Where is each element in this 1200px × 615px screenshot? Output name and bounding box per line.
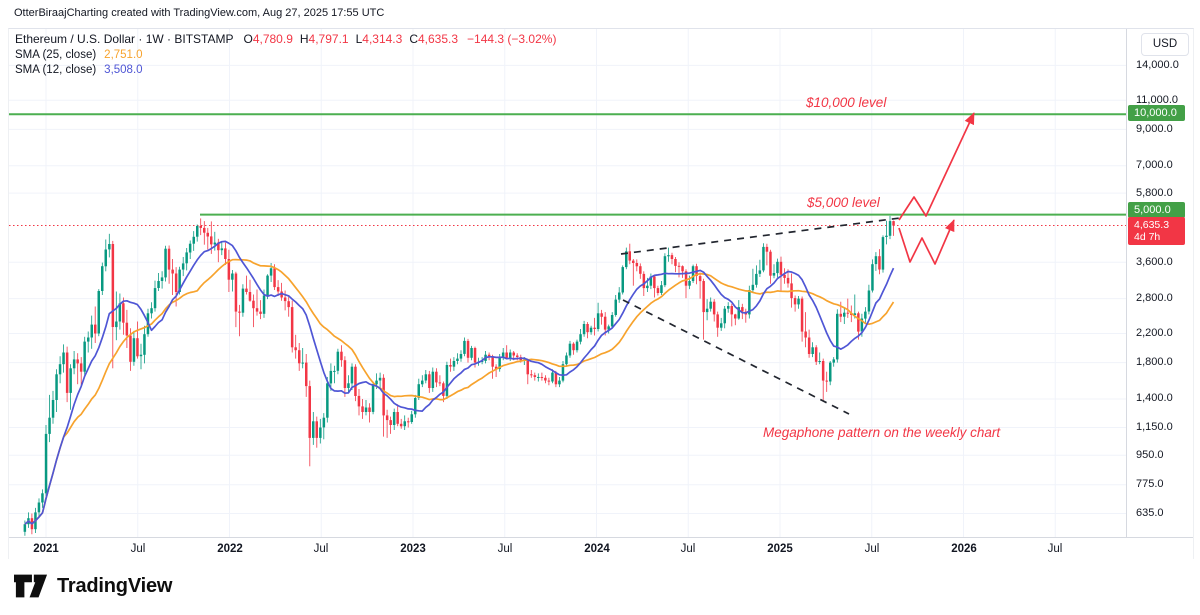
indicator-legend-sma25[interactable]: SMA (25, close) 2,751.0	[15, 48, 143, 61]
price-tick-label: 1,150.0	[1136, 421, 1173, 433]
time-tick-label: Jul	[680, 543, 696, 555]
sma25-value: 2,751.0	[104, 48, 143, 61]
price-tick-label: 775.0	[1136, 478, 1164, 490]
label-10000-level[interactable]: $10,000 level	[805, 95, 887, 110]
chart-legend: Ethereum / U.S. Dollar · 1W · BITSTAMP O…	[15, 31, 556, 77]
time-tick-label: Jul	[1047, 543, 1063, 555]
time-tick-label: 2026	[951, 543, 977, 555]
price-tick-label: 635.0	[1136, 507, 1164, 519]
time-axis[interactable]: 2021 Jul 2022 Jul 2023 Jul 2024 Jul 2025 Jul 2026 J…	[9, 537, 1193, 561]
time-tick-label: Jul	[497, 543, 513, 555]
price-tick-label: 2,200.0	[1136, 327, 1173, 339]
currency-toggle-button[interactable]: USD	[1141, 33, 1189, 56]
time-tick-label: 2021	[33, 543, 59, 555]
price-tick-label: 11,000.0	[1136, 94, 1179, 106]
countdown-timer: 4d 7h	[1134, 231, 1161, 243]
sma12-value: 3,508.0	[104, 63, 143, 76]
time-tick-label: 2022	[217, 543, 243, 555]
price-tick-label: 5,800.0	[1136, 187, 1173, 199]
sma-12-line[interactable]	[24, 240, 895, 525]
price-tick-label: 950.0	[1136, 449, 1164, 461]
time-tick-label: Jul	[130, 543, 146, 555]
ohlc-low: L4,314.3	[355, 32, 403, 46]
price-badge-46353: 4,635.3 4d 7h	[1128, 217, 1185, 245]
price-badge-100000: 10,000.0	[1128, 105, 1185, 121]
price-tick-label: 9,000.0	[1136, 123, 1173, 135]
chart-pane[interactable]: $10,000 level $5,000 level Megaphone patte…	[9, 29, 1126, 537]
change-value: −144.3 (−3.02%)	[467, 32, 557, 46]
price-tick-label: 14,000.0	[1136, 59, 1179, 71]
footer-bar: TradingView	[0, 559, 1200, 615]
time-tick-label: 2025	[767, 543, 793, 555]
chart-widget: Ethereum / U.S. Dollar · 1W · BITSTAMP O…	[8, 28, 1194, 561]
price-tick-label: 7,000.0	[1136, 159, 1173, 171]
price-tick-label: 2,800.0	[1136, 292, 1173, 304]
symbol-title: Ethereum / U.S. Dollar · 1W · BITSTAMP	[15, 32, 234, 46]
price-badge-50000: 5,000.0	[1128, 202, 1185, 218]
label-5000-level[interactable]: $5,000 level	[806, 195, 881, 210]
tradingview-logo[interactable]: TradingView	[14, 573, 172, 599]
indicator-legend-sma12[interactable]: SMA (12, close) 3,508.0	[15, 63, 143, 76]
chart-canvas[interactable]: $10,000 level $5,000 level Megaphone patte…	[9, 29, 1126, 537]
projection-to-10000[interactable]	[898, 112, 975, 221]
label-megaphone[interactable]: Megaphone pattern on the weekly chart	[763, 425, 1001, 440]
price-axis[interactable]: USD 14,000.0 11,000.0 9,000.0 7,000.0 5,800.…	[1126, 29, 1193, 537]
price-tick-label: 3,600.0	[1136, 256, 1173, 268]
time-tick-label: 2023	[400, 543, 426, 555]
candles-layer[interactable]	[23, 215, 895, 536]
tradingview-logo-text: TradingView	[57, 574, 173, 597]
symbol-legend-row[interactable]: Ethereum / U.S. Dollar · 1W · BITSTAMP O…	[15, 31, 556, 47]
tradingview-logo-icon	[14, 574, 48, 598]
ohlc-open: O4,780.9	[243, 32, 293, 46]
megaphone-lower[interactable]	[622, 299, 850, 415]
price-tick-label: 1,400.0	[1136, 392, 1173, 404]
time-tick-label: 2024	[584, 543, 610, 555]
ohlc-close: C4,635.3	[409, 32, 459, 46]
projection-pullback[interactable]	[898, 219, 955, 265]
price-tick-label: 1,800.0	[1136, 356, 1173, 368]
ohlc-high: H4,797.1	[299, 32, 349, 46]
snapshot-watermark: OtterBiraajCharting created with Trading…	[14, 7, 385, 19]
time-tick-label: Jul	[313, 543, 329, 555]
time-tick-label: Jul	[864, 543, 880, 555]
megaphone-upper[interactable]	[620, 217, 901, 255]
